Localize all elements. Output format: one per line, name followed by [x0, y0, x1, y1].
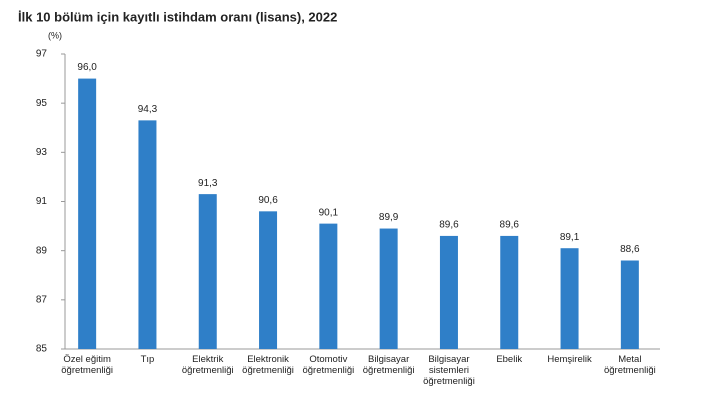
x-tick-label: Metal öğretmenliği	[603, 354, 656, 376]
bar	[198, 194, 217, 349]
x-tick-label: Ebelik	[496, 354, 523, 365]
bar	[78, 78, 97, 349]
x-tick-label: Bilgisayar sistemleri öğretmenliği	[423, 354, 475, 387]
x-tick-label: Tıp	[140, 354, 155, 365]
y-tick-label: 89	[36, 245, 48, 256]
x-tick-label: Otomotiv öğretmenliği	[302, 354, 355, 376]
y-tick-label: 91	[36, 196, 48, 207]
value-label: 89,6	[439, 220, 459, 231]
y-tick-label: 93	[36, 147, 48, 158]
bar	[439, 235, 458, 349]
value-label: 90,1	[319, 207, 339, 218]
y-tick-label: 97	[36, 49, 48, 60]
bar	[620, 260, 639, 349]
value-label: 90,6	[258, 195, 278, 206]
x-tick-label: Hemşirelik	[547, 354, 592, 365]
value-label: 88,6	[620, 244, 640, 255]
value-label: 96,0	[77, 62, 97, 73]
value-label: 89,1	[560, 232, 580, 243]
value-label: 89,6	[500, 220, 520, 231]
y-tick-label: 87	[36, 294, 48, 305]
value-label: 91,3	[198, 178, 218, 189]
bar	[500, 235, 519, 349]
x-tick-label: Elektronik öğretmenliği	[242, 354, 294, 376]
bar	[319, 223, 338, 349]
x-tick-label: Elektrik öğretmenliği	[181, 354, 234, 376]
bar	[259, 211, 278, 349]
x-tick-label: Bilgisayar öğretmenliği	[362, 354, 415, 376]
bar	[138, 120, 157, 349]
y-axis-label: (%)	[48, 30, 62, 40]
value-label: 94,3	[138, 104, 158, 115]
y-tick-label: 85	[36, 344, 48, 355]
chart-title: İlk 10 bölüm için kayıtlı istihdam oranı…	[18, 9, 337, 24]
x-tick-label: Özel eğitim öğretmenliği	[61, 354, 114, 376]
value-label: 89,9	[379, 212, 399, 223]
bar	[379, 228, 398, 349]
y-tick-label: 95	[36, 98, 48, 109]
bar	[560, 248, 579, 349]
